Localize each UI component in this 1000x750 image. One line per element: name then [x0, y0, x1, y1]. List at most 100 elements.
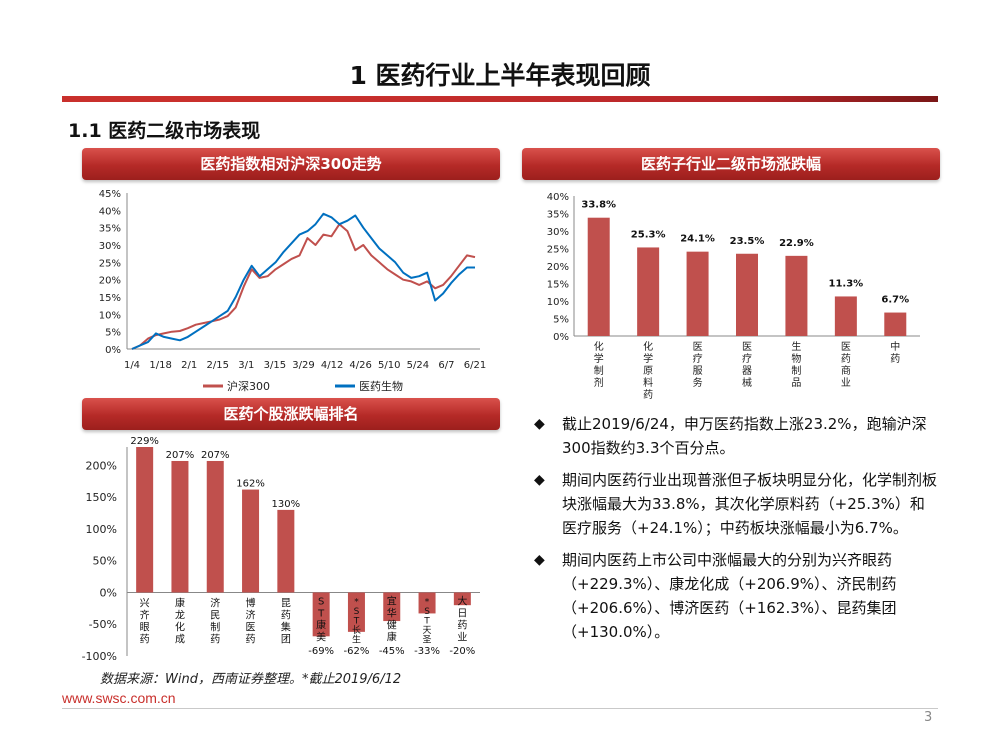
y-tick-label: 5% — [553, 315, 569, 326]
bullet-list: ◆ 截止2019/6/24，申万医药指数上涨23.2%，跑输沪深300指数约3.… — [534, 412, 938, 652]
y-tick-label: 20% — [547, 262, 569, 273]
category-label: S — [424, 607, 430, 617]
category-label: S — [318, 596, 324, 607]
bar — [736, 253, 758, 336]
y-tick-label: 5% — [105, 328, 121, 339]
value-label: -33% — [414, 646, 440, 657]
category-label: S — [354, 607, 360, 617]
category-label: 务 — [693, 376, 703, 389]
y-tick-label: 200% — [86, 459, 117, 472]
bar — [242, 489, 260, 593]
x-tick-label: 2/1 — [181, 360, 197, 371]
category-label: 生 — [791, 340, 801, 353]
value-label: -69% — [308, 646, 334, 657]
y-tick-label: 15% — [99, 293, 121, 304]
x-tick-label: 3/29 — [292, 360, 314, 371]
y-tick-label: 40% — [99, 206, 121, 217]
category-label: 济 — [210, 596, 220, 609]
category-label: 眼 — [140, 621, 150, 633]
x-tick-label: 3/1 — [238, 360, 254, 371]
category-label: 兴 — [140, 597, 150, 609]
category-label: 业 — [841, 377, 851, 389]
y-tick-label: 100% — [86, 523, 117, 536]
category-label: 药 — [841, 353, 851, 365]
category-label: 华 — [387, 606, 397, 619]
x-tick-label: 1/4 — [124, 360, 140, 371]
title-rule-accent — [62, 96, 312, 102]
section-title: 1.1 医药二级市场表现 — [68, 120, 261, 142]
category-label: 药 — [890, 353, 900, 365]
bullet-item: ◆ 期间内医药上市公司中涨幅最大的分别为兴齐眼药（+229.3%）、康龙化成（+… — [534, 548, 938, 644]
y-tick-label: 35% — [547, 210, 569, 221]
bar — [418, 592, 436, 614]
series-line-pharma — [131, 212, 475, 350]
value-label: 162% — [236, 479, 265, 490]
category-label: 长 — [352, 624, 361, 636]
category-label: 学 — [643, 352, 653, 365]
y-tick-label: 10% — [99, 310, 121, 321]
title-rule — [312, 96, 938, 102]
value-label: 207% — [201, 450, 230, 461]
category-label: 齐 — [140, 608, 150, 621]
y-tick-label: 15% — [547, 280, 569, 291]
bullet-text: 期间内医药上市公司中涨幅最大的分别为兴齐眼药（+229.3%）、康龙化成（+20… — [562, 551, 897, 641]
bar — [884, 312, 907, 336]
value-label: -20% — [449, 646, 475, 657]
category-label: 大 — [457, 594, 467, 607]
category-label: T — [317, 608, 325, 619]
category-label: 生 — [352, 633, 361, 645]
y-tick-label: -50% — [89, 618, 117, 631]
diamond-bullet-icon: ◆ — [534, 552, 545, 568]
category-label: 服 — [693, 365, 703, 377]
x-tick-label: 1/18 — [149, 360, 171, 371]
y-tick-label: 25% — [99, 258, 121, 269]
y-tick-label: -100% — [82, 650, 117, 663]
category-label: 化 — [594, 340, 604, 353]
category-label: 化 — [175, 620, 185, 633]
value-label: 24.1% — [680, 234, 715, 245]
category-label: * — [354, 597, 359, 607]
bar — [834, 296, 857, 336]
category-label: 学 — [594, 352, 604, 365]
y-tick-label: 30% — [99, 241, 121, 252]
value-label: -62% — [344, 646, 370, 657]
category-label: 药 — [281, 609, 291, 621]
bar — [383, 592, 401, 622]
category-label: 民 — [210, 609, 220, 621]
x-tick-label: 4/26 — [349, 360, 371, 371]
category-label: 药 — [246, 633, 256, 645]
bar — [637, 247, 660, 336]
page-number: 3 — [924, 710, 933, 725]
y-tick-label: 0% — [105, 345, 121, 356]
category-label: 化 — [643, 340, 653, 353]
bar — [312, 592, 330, 637]
y-tick-label: 0% — [100, 586, 117, 599]
bullet-item: ◆ 截止2019/6/24，申万医药指数上涨23.2%，跑输沪深300指数约3.… — [534, 412, 938, 460]
x-tick-label: 4/12 — [321, 360, 343, 371]
footer-rule — [62, 708, 938, 709]
category-label: T — [423, 616, 430, 626]
stock-chart-header: 医药个股涨跌幅排名 — [82, 398, 500, 430]
bar — [686, 251, 709, 336]
y-tick-label: 150% — [86, 491, 117, 504]
bar — [136, 447, 154, 593]
value-label: 25.3% — [631, 229, 666, 240]
category-label: 美 — [316, 630, 326, 643]
category-label: 药 — [643, 389, 653, 401]
category-label: 业 — [457, 631, 467, 643]
category-label: 商 — [841, 364, 851, 377]
footer-url[interactable]: www.swsc.com.cn — [62, 690, 176, 706]
category-label: 医 — [841, 341, 851, 353]
value-label: 207% — [166, 450, 195, 461]
category-label: 团 — [281, 633, 291, 645]
value-label: -45% — [379, 646, 405, 657]
value-label: 23.5% — [730, 236, 765, 247]
data-source-note: 数据来源：Wind，西南证券整理。*截止2019/6/12 — [100, 672, 402, 687]
sub-industry-chart-header: 医药子行业二级市场涨跌幅 — [522, 148, 940, 180]
bar — [347, 592, 365, 632]
value-label: 22.9% — [779, 238, 814, 249]
category-label: 药 — [140, 633, 150, 645]
slide-title: 1 医药行业上半年表现回顾 — [349, 61, 651, 90]
